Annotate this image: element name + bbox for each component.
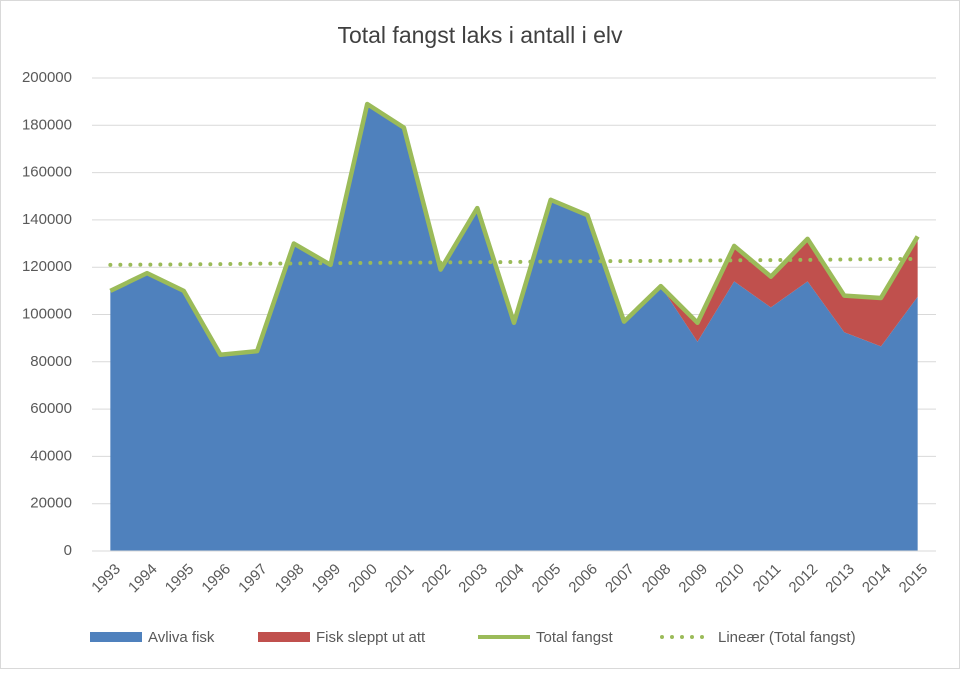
legend-label: Avliva fisk [148, 629, 215, 646]
y-tick-label: 20000 [30, 495, 72, 512]
area [110, 104, 918, 551]
line [109, 101, 920, 357]
y-tick-label: 120000 [22, 258, 72, 275]
legend-label: Lineær (Total fangst) [718, 629, 856, 646]
y-tick-label: 40000 [30, 447, 72, 464]
y-tick-label: 80000 [30, 353, 72, 370]
y-tick-label: 160000 [22, 164, 72, 181]
legend-label: Fisk sleppt ut att [316, 629, 426, 646]
legend-label: Total fangst [536, 629, 614, 646]
legend-swatch [258, 632, 310, 642]
y-tick-label: 60000 [30, 400, 72, 417]
y-tick-label: 200000 [22, 69, 72, 86]
y-tick-label: 100000 [22, 305, 72, 322]
legend-swatch [90, 632, 142, 642]
chart-title: Total fangst laks i antall i elv [337, 22, 623, 48]
y-tick-label: 0 [64, 542, 72, 559]
area [110, 104, 918, 355]
y-tick-label: 140000 [22, 211, 72, 228]
y-tick-label: 180000 [22, 116, 72, 133]
